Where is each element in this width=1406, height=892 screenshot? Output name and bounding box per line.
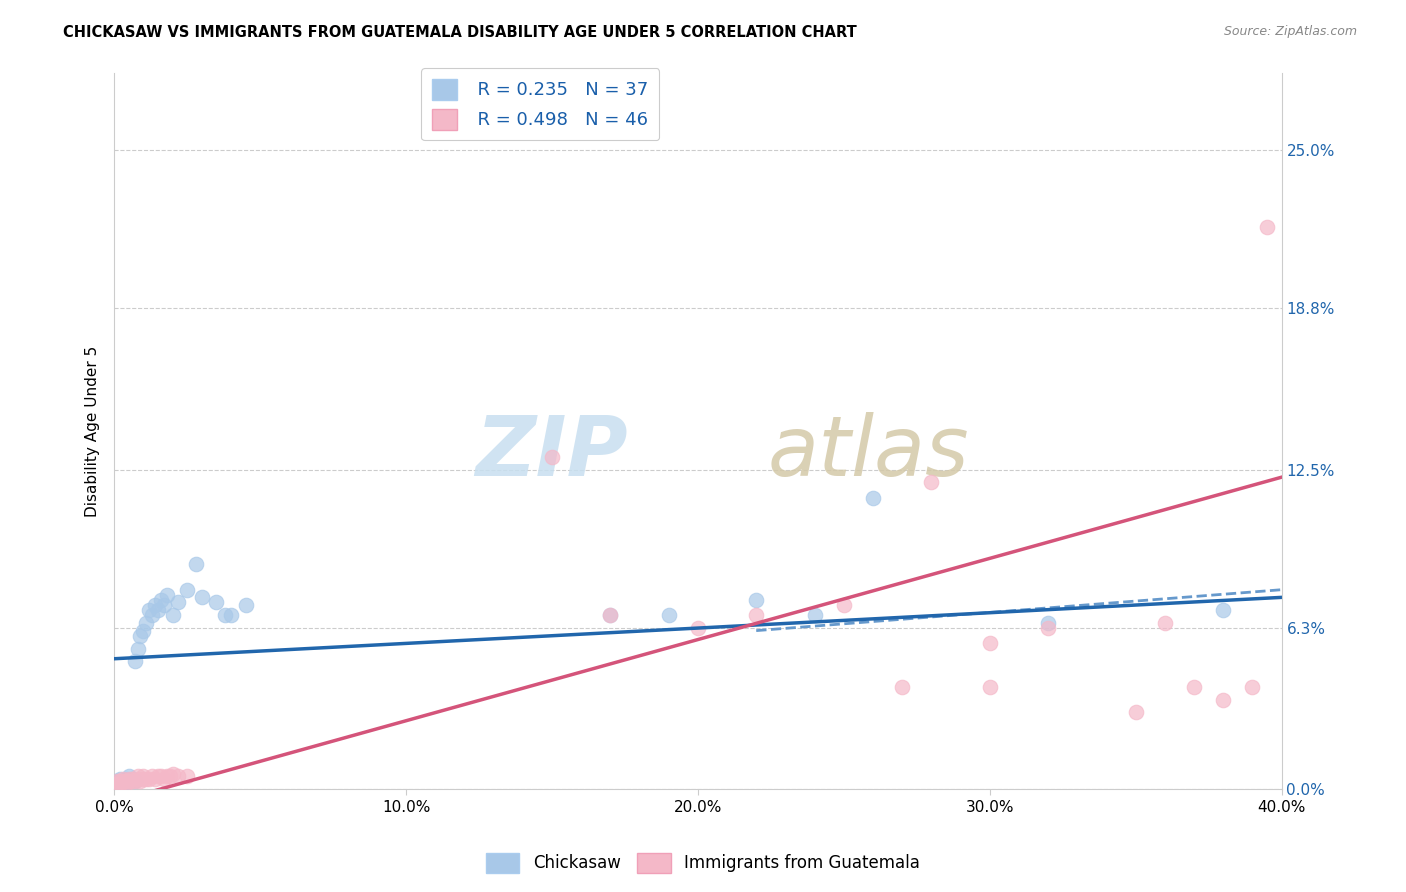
Point xyxy=(745,608,768,623)
Point xyxy=(176,769,198,783)
Point xyxy=(1125,706,1147,720)
Point xyxy=(118,774,141,789)
Point xyxy=(599,608,621,623)
Point xyxy=(162,608,184,623)
Point xyxy=(141,608,163,623)
Point xyxy=(105,777,128,791)
Point xyxy=(658,608,681,623)
Point xyxy=(803,608,825,623)
Point xyxy=(541,450,564,464)
Point xyxy=(205,595,228,609)
Point xyxy=(146,603,169,617)
Point xyxy=(127,641,149,656)
Point xyxy=(156,769,179,783)
Point xyxy=(115,777,138,791)
Point xyxy=(159,769,181,783)
Point xyxy=(156,588,179,602)
Point xyxy=(105,774,128,789)
Point xyxy=(1256,219,1278,234)
Point xyxy=(111,772,134,786)
Y-axis label: Disability Age Under 5: Disability Age Under 5 xyxy=(86,345,100,516)
Point xyxy=(121,772,143,786)
Point xyxy=(118,774,141,789)
Point xyxy=(121,774,143,789)
Point xyxy=(219,608,242,623)
Point xyxy=(1212,692,1234,706)
Point xyxy=(1153,615,1175,630)
Point xyxy=(1036,621,1059,635)
Point xyxy=(105,774,128,789)
Point xyxy=(111,777,134,791)
Text: CHICKASAW VS IMMIGRANTS FROM GUATEMALA DISABILITY AGE UNDER 5 CORRELATION CHART: CHICKASAW VS IMMIGRANTS FROM GUATEMALA D… xyxy=(63,25,858,40)
Point xyxy=(214,608,236,623)
Point xyxy=(1212,603,1234,617)
Point xyxy=(153,598,176,612)
Point xyxy=(129,774,152,789)
Point xyxy=(124,774,146,789)
Text: Source: ZipAtlas.com: Source: ZipAtlas.com xyxy=(1223,25,1357,38)
Point xyxy=(167,595,190,609)
Point xyxy=(176,582,198,597)
Point xyxy=(138,603,160,617)
Point xyxy=(1241,680,1264,694)
Point xyxy=(132,769,155,783)
Point xyxy=(143,598,166,612)
Point xyxy=(141,769,163,783)
Point xyxy=(121,772,143,786)
Point xyxy=(135,772,157,786)
Point xyxy=(108,772,131,786)
Point xyxy=(979,680,1001,694)
Point xyxy=(832,598,855,612)
Point xyxy=(891,680,914,694)
Point xyxy=(132,772,155,786)
Point xyxy=(118,769,141,783)
Point xyxy=(146,769,169,783)
Point xyxy=(129,629,152,643)
Point xyxy=(135,615,157,630)
Point xyxy=(190,591,212,605)
Point xyxy=(235,598,257,612)
Point xyxy=(153,772,176,786)
Point xyxy=(149,593,172,607)
Point xyxy=(143,772,166,786)
Text: ZIP: ZIP xyxy=(475,412,628,493)
Point xyxy=(920,475,942,490)
Point xyxy=(108,774,131,789)
Point xyxy=(979,636,1001,650)
Point xyxy=(1036,615,1059,630)
Point xyxy=(599,608,621,623)
Point xyxy=(115,772,138,786)
Point xyxy=(138,772,160,786)
Point xyxy=(1182,680,1205,694)
Point xyxy=(127,772,149,786)
Point xyxy=(132,624,155,638)
Point xyxy=(115,774,138,789)
Point xyxy=(167,769,190,783)
Point xyxy=(115,774,138,789)
Point xyxy=(124,654,146,668)
Point xyxy=(124,774,146,789)
Point xyxy=(118,772,141,786)
Point xyxy=(149,769,172,783)
Legend: Chickasaw, Immigrants from Guatemala: Chickasaw, Immigrants from Guatemala xyxy=(479,847,927,880)
Point xyxy=(111,774,134,789)
Legend:   R = 0.235   N = 37,   R = 0.498   N = 46: R = 0.235 N = 37, R = 0.498 N = 46 xyxy=(422,68,659,140)
Point xyxy=(862,491,884,505)
Point xyxy=(108,777,131,791)
Point xyxy=(184,557,207,571)
Point xyxy=(745,593,768,607)
Text: atlas: atlas xyxy=(768,412,970,493)
Point xyxy=(162,766,184,780)
Point xyxy=(127,769,149,783)
Point xyxy=(686,621,709,635)
